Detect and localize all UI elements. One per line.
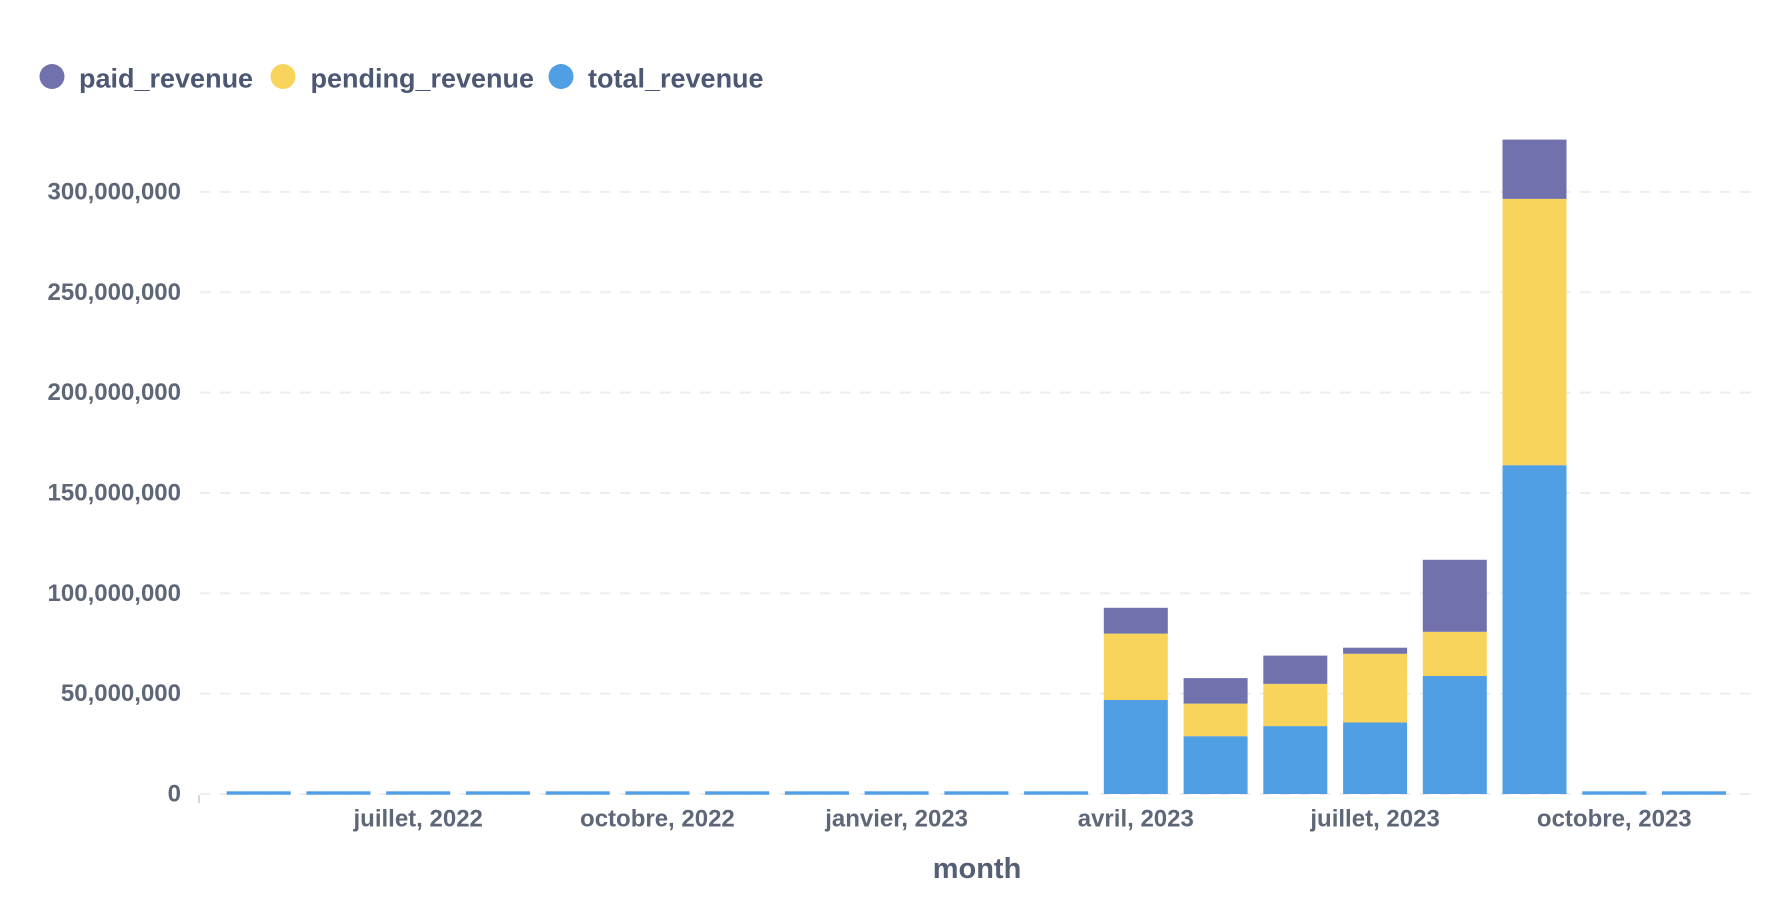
svg-text:200,000,000: 200,000,000 bbox=[48, 379, 181, 406]
svg-text:250,000,000: 250,000,000 bbox=[48, 279, 181, 306]
svg-text:100,000,000: 100,000,000 bbox=[48, 580, 181, 607]
svg-text:300,000,000: 300,000,000 bbox=[48, 178, 181, 205]
svg-text:avril, 2023: avril, 2023 bbox=[1078, 806, 1194, 833]
svg-text:150,000,000: 150,000,000 bbox=[48, 480, 181, 507]
svg-text:total_revenue: total_revenue bbox=[588, 64, 764, 94]
svg-text:octobre, 2022: octobre, 2022 bbox=[580, 806, 735, 833]
svg-text:0: 0 bbox=[168, 781, 181, 808]
svg-text:juillet, 2022: juillet, 2022 bbox=[352, 806, 482, 833]
svg-text:janvier, 2023: janvier, 2023 bbox=[824, 806, 968, 833]
svg-text:paid_revenue: paid_revenue bbox=[79, 64, 253, 94]
svg-text:month: month bbox=[933, 853, 1022, 885]
svg-text:octobre, 2023: octobre, 2023 bbox=[1537, 806, 1692, 833]
svg-text:50,000,000: 50,000,000 bbox=[61, 680, 181, 707]
svg-text:juillet, 2023: juillet, 2023 bbox=[1309, 806, 1439, 833]
svg-text:pending_revenue: pending_revenue bbox=[311, 64, 535, 94]
